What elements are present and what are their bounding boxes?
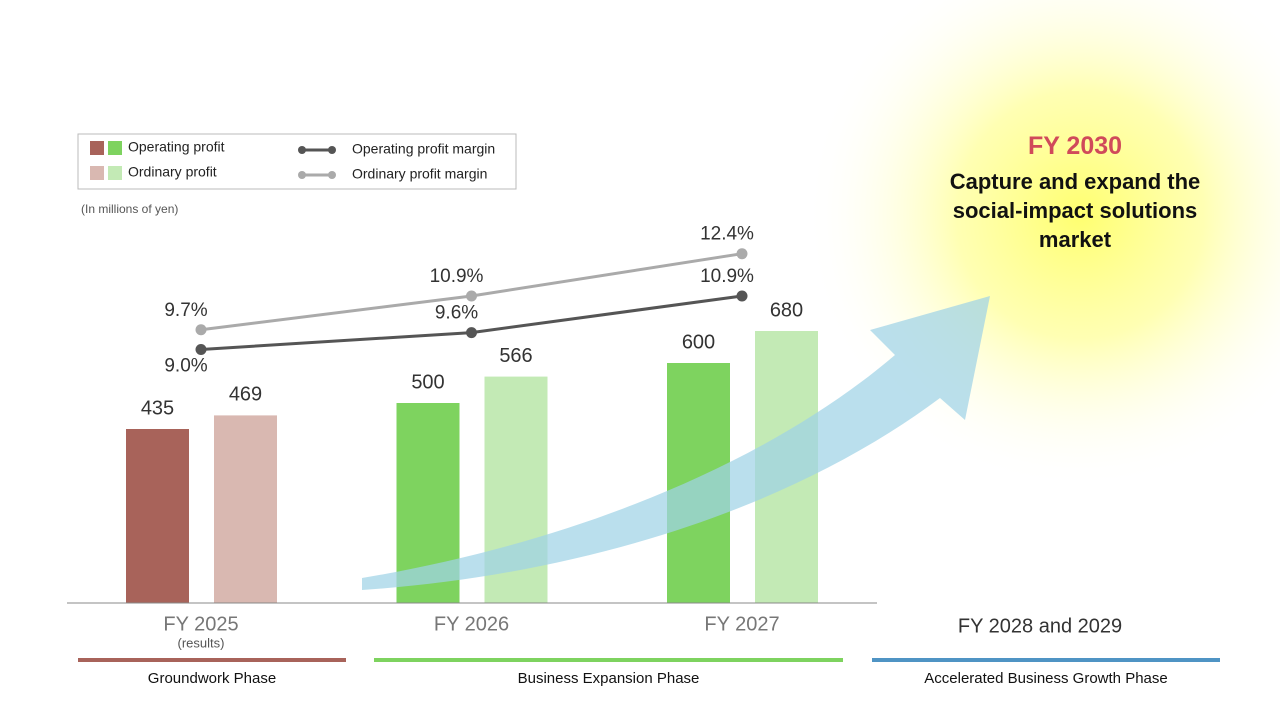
legend-label: Ordinary profit margin xyxy=(352,166,487,182)
phase-bar xyxy=(872,658,1220,662)
phase-bar xyxy=(374,658,843,662)
phase-bar xyxy=(78,658,346,662)
margin-label: 9.7% xyxy=(164,300,207,321)
legend-swatch xyxy=(90,166,104,180)
margin-point xyxy=(736,248,748,260)
callout: FY 2030 Capture and expand the social-im… xyxy=(935,132,1215,254)
legend-box xyxy=(77,133,517,190)
legend-label: Ordinary profit xyxy=(128,164,217,180)
callout-title: FY 2030 xyxy=(1027,132,1123,160)
x-tick-label: FY 2026 xyxy=(434,613,509,635)
legend-dot xyxy=(298,146,306,154)
legend-swatch xyxy=(90,141,104,155)
phase-label: Business Expansion Phase xyxy=(518,670,700,687)
margin-label: 9.0% xyxy=(164,355,207,376)
margin-label: 9.6% xyxy=(435,303,478,324)
bar xyxy=(214,415,277,603)
bar-label: 469 xyxy=(229,384,262,406)
bar-label: 566 xyxy=(499,345,532,367)
margin-label: 10.9% xyxy=(430,266,484,287)
margin-point xyxy=(466,290,477,302)
unit-note: (In millions of yen) xyxy=(81,202,178,216)
bar xyxy=(126,429,189,603)
margin-label: 10.9% xyxy=(700,266,754,287)
x-tick-note: (results) xyxy=(178,635,225,650)
margin-point xyxy=(195,324,207,336)
margin-point xyxy=(736,290,748,302)
bar-label: 600 xyxy=(682,331,715,353)
bar-label: 680 xyxy=(770,299,803,321)
margin-point xyxy=(195,343,207,355)
growth-arrow xyxy=(362,296,990,590)
legend-dot xyxy=(298,171,306,179)
margin-point xyxy=(466,327,477,339)
phase-label: Groundwork Phase xyxy=(148,670,276,687)
margin-label: 12.4% xyxy=(700,224,754,245)
legend-dot xyxy=(328,171,336,179)
bar-label: 500 xyxy=(411,371,444,393)
extra-category: FY 2028 and 2029 xyxy=(958,615,1122,637)
callout-text: Capture and expand the social-impact sol… xyxy=(949,169,1201,252)
phase-label: Accelerated Business Growth Phase xyxy=(924,670,1167,687)
legend-swatch xyxy=(108,141,122,155)
legend-swatch xyxy=(108,166,122,180)
legend-label: Operating profit xyxy=(128,139,225,155)
legend-label: Operating profit margin xyxy=(352,141,495,157)
x-tick-label: FY 2025 xyxy=(163,613,238,635)
x-tick-label: FY 2027 xyxy=(704,613,779,635)
legend-dot xyxy=(328,146,336,154)
labels: FY 2025(results) FY 2026 FY 2027 435 500 600 4… xyxy=(78,139,1220,687)
bar-label: 435 xyxy=(141,397,174,419)
